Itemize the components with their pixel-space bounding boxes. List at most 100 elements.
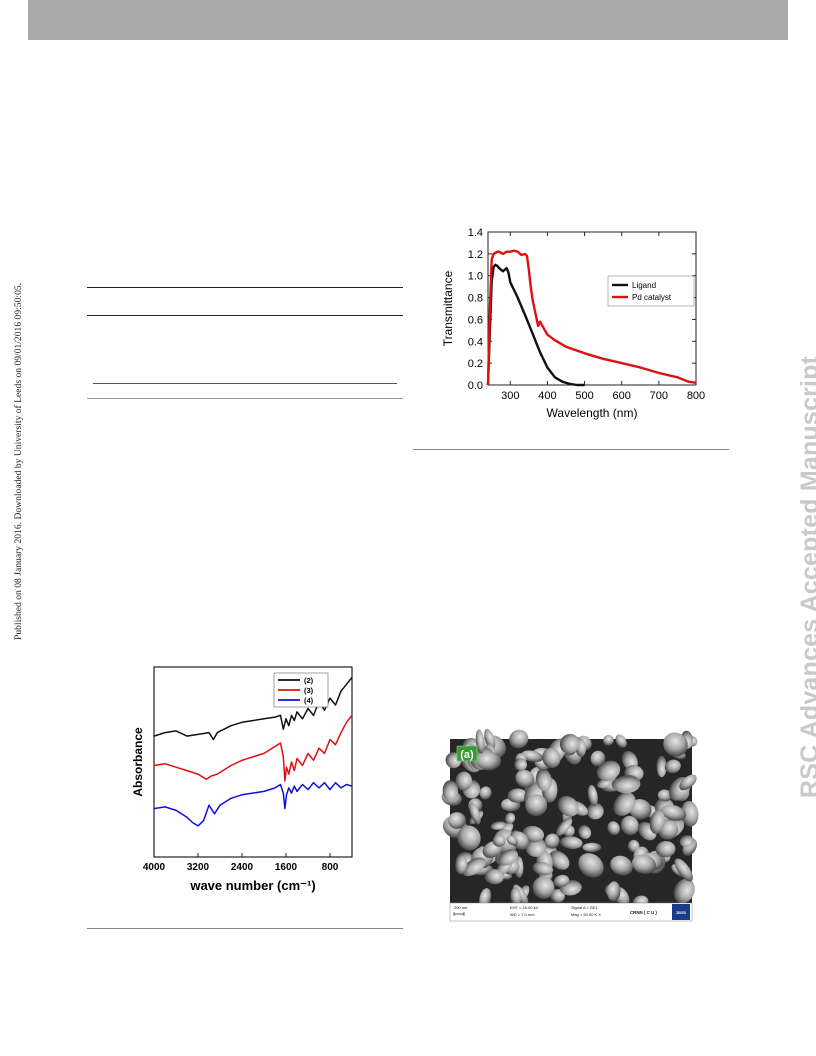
ftir-chart-svg: 4000 3200 2400 1600 800 wave number (cm⁻¹) Abs… [131,666,353,893]
sem-info-bar [449,902,693,922]
uv-y-tick-label-1.2: 1.2 [468,249,483,261]
uv-legend-label-pd-catalyst: Pd catalyst [632,293,672,302]
sem-particle [656,755,667,778]
zeiss-logo-icon [672,904,690,920]
sem-particle [457,825,481,851]
sem-scale-bar-label: 200 nm [454,905,468,910]
header-bar [28,0,788,40]
uv-x-tick-label-700: 700 [650,390,668,402]
table-bottom-rule [87,398,403,399]
sem-particle [550,888,565,903]
sem-particle [673,878,695,904]
sem-particle [462,857,486,877]
zeiss-logo-text: ZEISS [676,911,687,915]
uv-x-tick-label-800: 800 [687,390,705,402]
sem-particle [549,850,570,870]
sem-particle [504,812,516,824]
uv-vis-chart: 300 400 500 600 700 800 0.0 0.2 0.4 0.6 0.8 1.0 1.2 1… [438,222,708,432]
sem-particle [603,734,614,746]
ir-legend-label-3: (3) [304,686,314,695]
sem-particle [532,876,555,899]
sem-particle [679,774,697,791]
ir-x-tick-label-3200: 3200 [187,862,210,873]
ftir-chart: 4000 3200 2400 1600 800 wave number (cm⁻¹) Abs… [130,662,370,894]
sem-particle [587,785,598,807]
sem-panel-label-box [456,745,478,762]
sem-particle [509,729,529,749]
sem-particle [442,780,459,802]
ir-x-tick-label-2400: 2400 [231,862,254,873]
uv-x-tick-label-400: 400 [538,390,556,402]
uv-x-tick-label-600: 600 [613,390,631,402]
uv-x-tick-label-300: 300 [501,390,519,402]
uv-x-axis-label: Wavelength (nm) [547,406,638,420]
sem-particle [521,750,544,762]
sem-particle [490,821,507,830]
sem-particle [525,836,546,857]
ir-legend-label-2: (2) [304,676,314,685]
publication-note-text: Published on 08 January 2016. Downloaded… [13,282,24,640]
sem-particle [632,854,656,874]
sem-eht: EHT = 15.00 kV [510,905,539,910]
uv-y-axis-label: Transmittance [441,270,455,346]
sem-particle [596,760,621,781]
journal-watermark-text: RSC Advances Accepted Manuscript [796,355,816,798]
sem-particle [555,817,573,836]
uv-y-tick-label-0.2: 0.2 [468,358,483,370]
sem-particle [613,792,636,816]
sem-particle [455,855,468,875]
sem-particle [484,869,504,885]
sem-particle [607,881,621,902]
sem-micrograph: (a) 200 nm EHT = 15.00 kV WD = 7.0 mm Si… [441,728,699,922]
sem-particle [479,786,492,800]
sem-particle [525,794,548,817]
sem-particle [674,858,693,882]
sem-particle [607,821,620,836]
sem-particle [657,789,673,802]
uv-y-tick-label-1.0: 1.0 [468,271,483,283]
sem-micrograph-svg: (a) 200 nm EHT = 15.00 kV WD = 7.0 mm Si… [441,728,699,922]
uv-series-ligand-line [486,263,585,387]
uv-y-tick-label-0.8: 0.8 [468,293,483,305]
sem-particle [544,833,560,849]
ir-plot-frame [153,666,353,858]
uv-series-pd-catalyst-line [486,249,697,386]
sem-particle [559,733,580,754]
sem-particle [582,842,602,853]
uv-y-tick-label-0.4: 0.4 [468,336,483,348]
sem-particle [560,836,583,850]
sem-particle [661,804,687,821]
sem-particle [515,769,535,788]
sem-particle [611,776,640,792]
sem-particle [522,825,545,843]
sem-particle [663,732,688,757]
sem-particle [649,809,665,834]
sem-particle [542,747,561,769]
sem-particle [615,734,627,748]
ir-legend-label-4: (4) [304,696,314,705]
uv-y-tick-label-0.6: 0.6 [468,314,483,326]
sem-mag: Mag = 50.00 K X [571,912,601,917]
sem-particle [514,758,527,771]
figure-caption-rule-right [413,449,729,450]
uv-y-tick-label-0.0: 0.0 [468,380,483,392]
ir-series-3-line [153,714,353,782]
sem-particle [664,759,681,774]
sem-particle [680,800,699,827]
uv-y-tick-label-1.4: 1.4 [468,227,483,239]
sem-particle [655,840,676,858]
ir-x-tick-label-4000: 4000 [143,862,166,873]
sem-particle [475,729,485,754]
sem-signal: Signal A = SE1 [571,905,598,910]
uv-vis-chart-svg: 300 400 500 600 700 800 0.0 0.2 0.4 0.6 0.8 1.0 1.2 1… [441,227,705,420]
uv-legend [607,275,695,307]
ir-y-axis-label: Absorbance [131,727,145,797]
uv-legend-label-ligand: Ligand [632,281,656,290]
ir-x-tick-label-1600: 1600 [275,862,298,873]
sem-particle [469,802,481,825]
sem-particle [578,853,604,878]
sem-particles [441,728,699,909]
sem-particle [590,750,606,767]
sem-particle [484,728,496,750]
sem-particle [510,887,522,906]
